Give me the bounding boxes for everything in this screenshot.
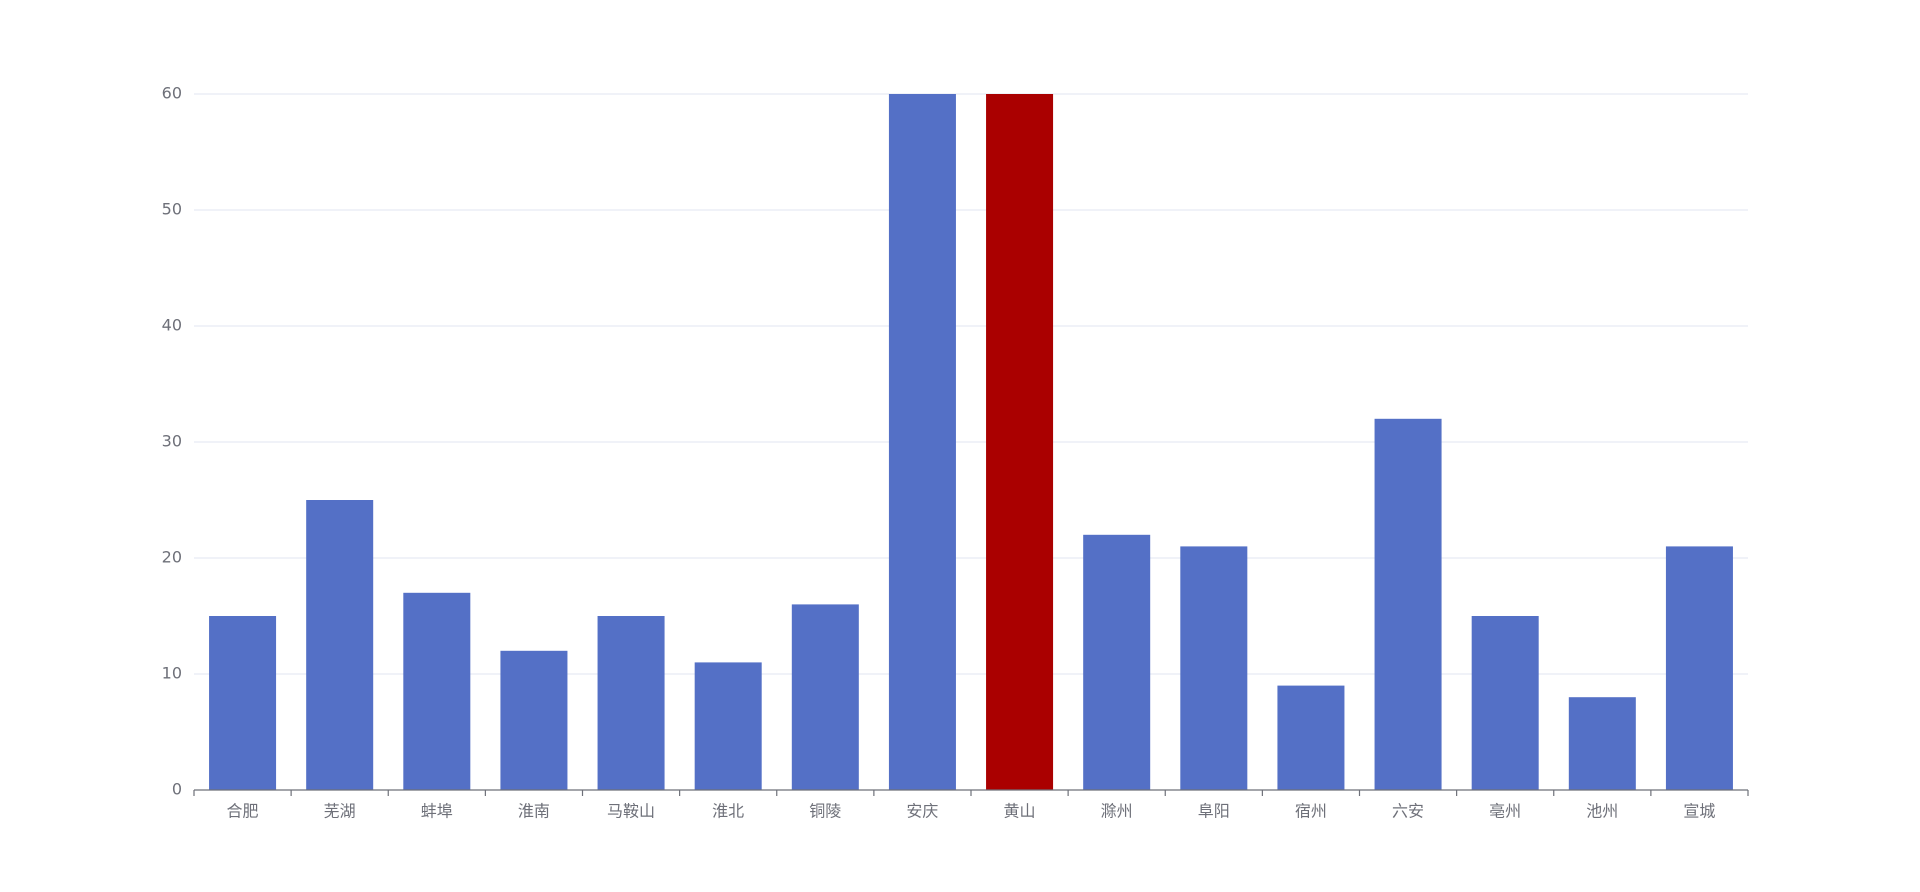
x-tick-label: 阜阳: [1198, 802, 1230, 821]
x-tick-label: 淮北: [712, 802, 744, 821]
bar: [1083, 534, 1151, 790]
bar: [403, 592, 471, 790]
x-tick-label: 合肥: [227, 802, 259, 821]
x-tick-label: 池州: [1586, 802, 1618, 821]
x-tick-label: 亳州: [1489, 802, 1521, 821]
bar: [209, 616, 277, 790]
x-tick-label: 淮南: [518, 802, 550, 821]
x-tick-label: 六安: [1392, 802, 1424, 821]
bar: [597, 616, 665, 790]
x-tick-label: 宣城: [1683, 802, 1715, 821]
bar: [791, 604, 859, 790]
y-tick-label: 20: [162, 548, 182, 567]
bar: [1374, 418, 1442, 790]
bar: [694, 662, 762, 790]
bar: [306, 500, 374, 790]
bar: [1180, 546, 1248, 790]
x-tick-label: 铜陵: [809, 802, 841, 821]
y-tick-label: 60: [162, 84, 182, 103]
x-tick-label: 马鞍山: [607, 802, 655, 821]
x-tick-label: 滁州: [1101, 802, 1133, 821]
bar: [500, 650, 568, 790]
y-tick-label: 0: [172, 780, 182, 799]
bar: [1568, 697, 1636, 790]
x-tick-label: 蚌埠: [421, 802, 453, 821]
bar: [1665, 546, 1733, 790]
x-tick-label: 黄山: [1004, 802, 1036, 821]
y-tick-label: 50: [162, 200, 182, 219]
x-tick-label: 宿州: [1295, 802, 1327, 821]
x-tick-label: 安庆: [906, 802, 938, 821]
y-tick-label: 40: [162, 316, 182, 335]
bar: [986, 94, 1054, 790]
bar: [1277, 685, 1345, 790]
bar: [888, 94, 956, 790]
y-tick-label: 10: [162, 664, 182, 683]
bar: [1471, 616, 1539, 790]
x-tick-label: 芜湖: [324, 802, 356, 821]
y-tick-label: 30: [162, 432, 182, 451]
